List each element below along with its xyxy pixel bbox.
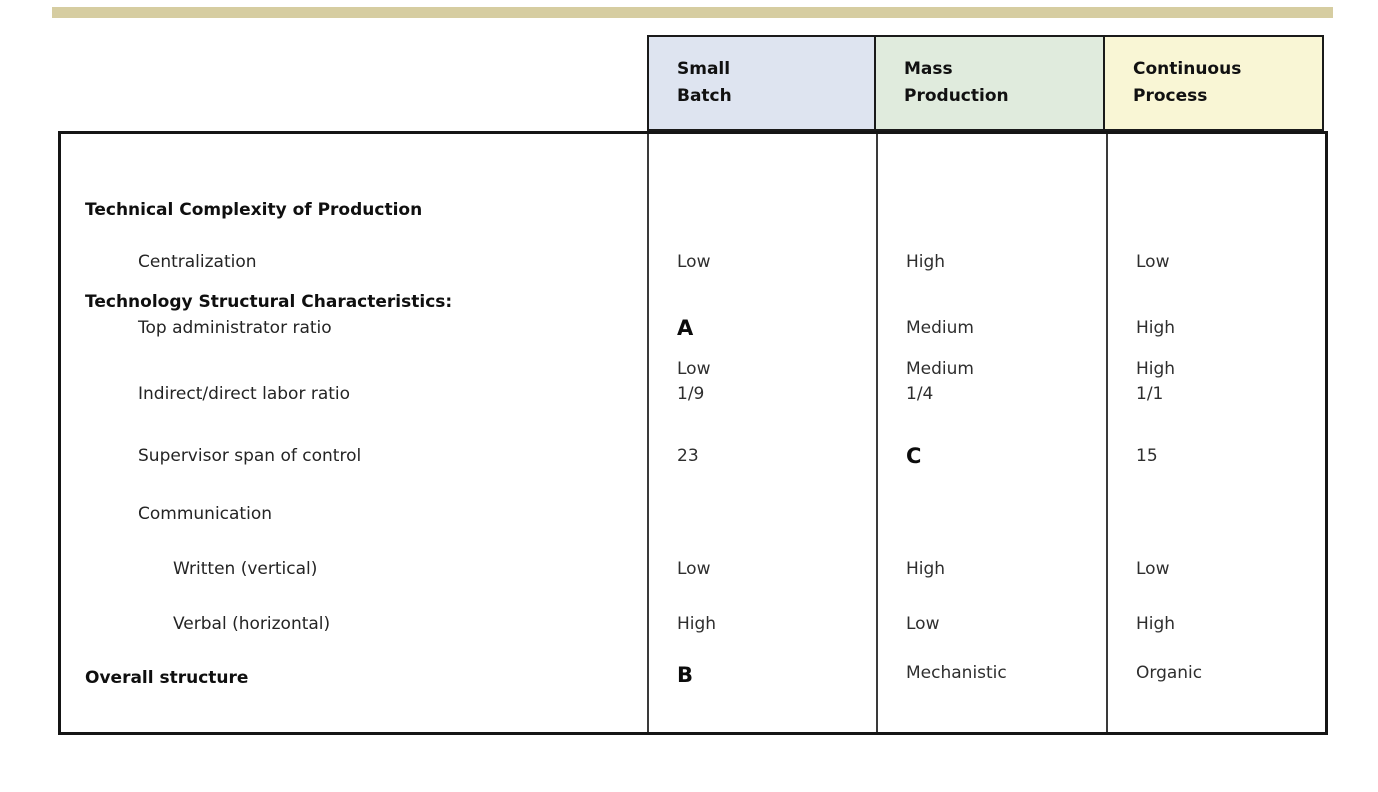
cell-value-grade-c: C xyxy=(906,444,922,468)
column-divider xyxy=(647,134,649,732)
cell-value: Medium xyxy=(906,358,974,379)
cell-value-grade-a: A xyxy=(677,315,694,340)
cell-value: Low xyxy=(677,358,711,379)
column-header-label-line: Mass xyxy=(904,59,953,80)
table-row: Written (vertical) Low High Low xyxy=(61,541,1325,596)
row-label: Technical Complexity of Production Techn… xyxy=(61,134,647,391)
cell-value: High xyxy=(1136,358,1176,379)
row-label: Supervisor span of control xyxy=(138,446,362,466)
cell-value: High xyxy=(906,558,946,579)
column-header-label-line: Continuous xyxy=(1133,59,1242,80)
cell-value: High xyxy=(1136,613,1176,634)
column-header-mass-production: Mass Production xyxy=(874,35,1105,131)
column-header-label-line: Batch xyxy=(677,86,732,106)
cell-value: 1/4 xyxy=(906,384,934,404)
cell-value-grade-b: B xyxy=(677,663,694,687)
table-row: Overall structure B Mechanistic Organic xyxy=(61,651,1325,732)
row-label: Written (vertical) xyxy=(173,558,318,579)
row-label: Overall structure xyxy=(85,668,249,688)
column-headers: Small Batch Mass Production Continuous P… xyxy=(647,35,1324,131)
comparison-table: Technical Complexity of Production Techn… xyxy=(58,131,1328,735)
row-label: Verbal (horizontal) xyxy=(173,613,331,634)
column-header-label-line: Production xyxy=(904,86,1009,106)
cell-value: Low xyxy=(677,251,711,272)
table-rows: Technical Complexity of Production Techn… xyxy=(61,134,1325,732)
row-label: Centralization xyxy=(138,251,257,272)
cell-value: Mechanistic xyxy=(906,663,1007,683)
cell-value: Low xyxy=(906,613,940,634)
cell-value: 1/9 xyxy=(677,384,705,404)
column-header-label-line: Process xyxy=(1133,86,1208,106)
column-divider xyxy=(1106,134,1108,732)
cell-value: Low xyxy=(677,558,711,579)
table-row: Technical Complexity of Production Techn… xyxy=(61,134,1325,379)
table-row: Communication xyxy=(61,486,1325,541)
cell-value: High xyxy=(906,251,946,272)
row-label: Communication xyxy=(138,503,272,524)
top-accent-bar xyxy=(52,7,1333,18)
table-row: Supervisor span of control 23 C 15 xyxy=(61,426,1325,486)
column-divider xyxy=(876,134,878,732)
cell-value: High xyxy=(677,613,717,634)
table-row: Indirect/direct labor ratio 1/9 1/4 1/1 xyxy=(61,362,1325,426)
table-row: Verbal (horizontal) High Low High xyxy=(61,596,1325,651)
row-label: Top administrator ratio xyxy=(138,317,332,338)
cell-value: 1/1 xyxy=(1136,384,1164,404)
column-header-small-batch: Small Batch xyxy=(647,35,876,131)
row-label: Indirect/direct labor ratio xyxy=(138,384,351,404)
column-header-label-line: Small xyxy=(677,59,731,80)
table-row: Centralization Low High Low xyxy=(61,230,1325,293)
cell-value: 15 xyxy=(1136,446,1158,466)
cell-value: 23 xyxy=(677,446,699,466)
cell-value: High xyxy=(1136,317,1176,338)
table-row: Top administrator ratio A Medium High xyxy=(61,293,1325,362)
cell-value: Medium xyxy=(906,317,974,338)
cell-value: Organic xyxy=(1136,663,1203,683)
cell-value: Low xyxy=(1136,558,1170,579)
row-label-line: Technology Structural Characteristics: xyxy=(85,291,453,312)
row-label-line: Technical Complexity of Production xyxy=(85,200,423,221)
column-header-continuous-process: Continuous Process xyxy=(1103,35,1324,131)
cell-value: Low xyxy=(1136,251,1170,272)
